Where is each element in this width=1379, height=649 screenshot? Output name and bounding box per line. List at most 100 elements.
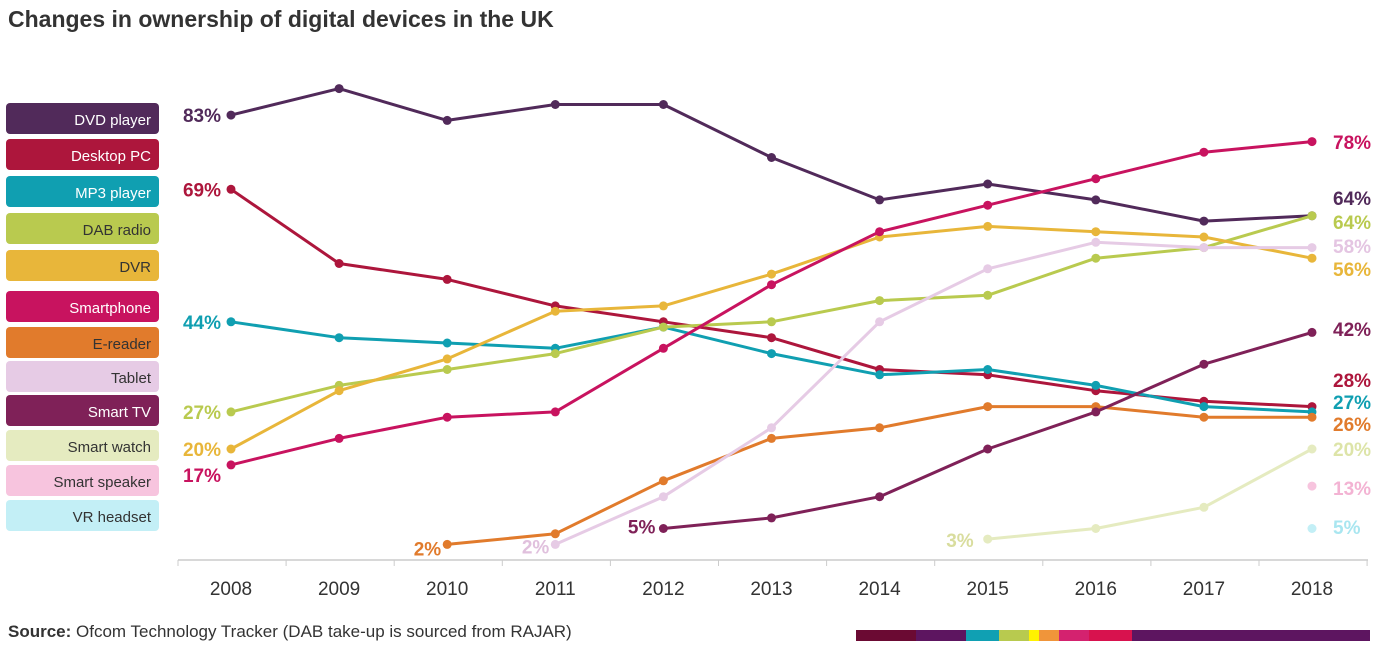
end-label: 13% [1333, 479, 1371, 500]
legend-item-mp3-player: MP3 player [6, 176, 159, 207]
data-point [1307, 211, 1317, 221]
data-point [1307, 243, 1317, 253]
data-point [1307, 524, 1317, 533]
footer-color-segment [1039, 630, 1059, 641]
data-point [767, 333, 776, 343]
start-label: 5% [628, 518, 656, 539]
footer-color-segment [1132, 630, 1370, 641]
data-point [1091, 253, 1101, 263]
data-point [1307, 137, 1317, 147]
legend-item-dvr: DVR [6, 250, 159, 281]
data-point [1199, 402, 1209, 412]
footer-color-segment [999, 630, 1029, 641]
legend-label: Smart TV [87, 404, 151, 421]
legend-label: E-reader [92, 336, 151, 353]
x-tick-label: 2008 [210, 579, 252, 600]
data-point [442, 354, 452, 364]
legend-item-e-reader: E-reader [6, 327, 159, 358]
data-point [334, 386, 344, 396]
data-point [334, 84, 344, 94]
legend-item-smart-watch: Smart watch [6, 430, 159, 461]
data-point [226, 444, 236, 454]
source-label: Source: [8, 622, 72, 641]
start-label: 3% [946, 531, 974, 552]
x-tick-label: 2017 [1183, 579, 1225, 600]
end-label: 64% [1333, 189, 1371, 210]
data-point [226, 184, 236, 194]
source-text: Ofcom Technology Tracker (DAB take-up is… [76, 622, 572, 641]
end-label: 27% [1333, 393, 1371, 414]
x-tick-label: 2010 [426, 579, 468, 600]
legend-item-desktop-pc: Desktop PC [6, 139, 159, 170]
data-point [983, 534, 993, 544]
chart-title: Changes in ownership of digital devices … [8, 6, 554, 32]
legend-item-dab-radio: DAB radio [6, 213, 159, 244]
data-point [1199, 502, 1209, 512]
data-point [226, 317, 236, 327]
data-point [1307, 481, 1317, 491]
legend-label: Smart watch [67, 439, 151, 456]
start-label: 83% [183, 106, 221, 127]
data-point [658, 100, 668, 109]
data-point [334, 433, 344, 443]
data-point [1091, 174, 1101, 184]
legend-label: Smart speaker [53, 474, 151, 491]
x-tick-label: 2015 [967, 579, 1009, 600]
data-point [1307, 412, 1317, 422]
data-point [442, 365, 452, 374]
end-label: 5% [1333, 518, 1361, 539]
start-label: 44% [183, 313, 221, 334]
data-point [1199, 243, 1209, 253]
legend-label: DAB radio [82, 222, 151, 239]
data-point [875, 296, 885, 306]
start-label: 17% [183, 466, 221, 487]
data-point [767, 349, 776, 359]
series-line-smart-watch [987, 447, 1313, 541]
data-point [442, 412, 452, 422]
data-point [767, 433, 776, 443]
footer-color-segment [1089, 630, 1132, 641]
x-tick-label: 2011 [535, 579, 576, 600]
source-note: Source: Ofcom Technology Tracker (DAB ta… [8, 622, 572, 642]
data-point [983, 200, 993, 210]
legend-label: DVD player [74, 112, 151, 129]
end-label: 28% [1333, 371, 1371, 392]
data-point [550, 349, 560, 359]
data-point [550, 529, 560, 539]
data-point [334, 333, 344, 343]
series-line-tablet [554, 240, 1312, 546]
footer-color-segment [942, 630, 966, 641]
end-label: 20% [1333, 440, 1371, 461]
data-point [983, 365, 993, 374]
footer-color-bar [856, 630, 1372, 641]
x-tick-label: 2013 [750, 579, 792, 600]
end-label: 58% [1333, 237, 1371, 258]
data-point [767, 423, 776, 433]
data-point [1307, 327, 1317, 337]
end-label: 64% [1333, 213, 1371, 234]
end-label: 26% [1333, 415, 1371, 436]
legend-item-smart-tv: Smart TV [6, 395, 159, 426]
data-point [1199, 216, 1209, 226]
footer-color-segment [916, 630, 942, 641]
data-point [983, 221, 993, 231]
legend-label: MP3 player [75, 185, 151, 202]
legend-label: Tablet [110, 370, 151, 387]
x-tick-label: 2012 [642, 579, 684, 600]
legend-item-vr-headset: VR headset [6, 500, 159, 531]
data-point [767, 317, 776, 327]
data-point [226, 460, 236, 470]
data-point [875, 423, 885, 433]
data-point [658, 322, 668, 332]
data-point [442, 274, 452, 284]
data-point [875, 370, 885, 380]
data-point [550, 407, 560, 417]
data-point [1091, 195, 1101, 205]
x-tick-label: 2016 [1075, 579, 1117, 600]
series-line-smart-tv [663, 330, 1313, 530]
start-label: 20% [183, 440, 221, 461]
data-point [658, 524, 668, 533]
data-point [875, 317, 885, 327]
footer-color-segment [966, 630, 999, 641]
